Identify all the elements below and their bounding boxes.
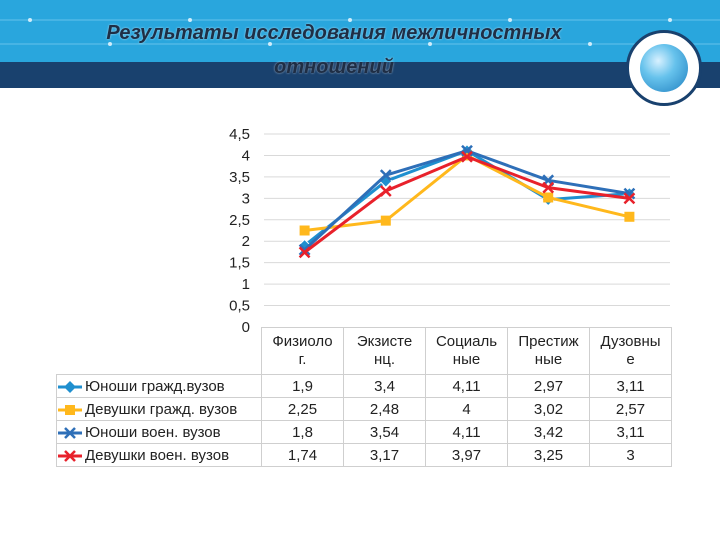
header-banner (0, 0, 720, 62)
data-value-cell: 1,74 (261, 443, 344, 467)
data-value-cell: 4,11 (425, 374, 508, 398)
slide-title: Результаты исследования межличностных от… (106, 22, 562, 78)
legend-key (58, 426, 82, 439)
data-point (624, 211, 635, 222)
table-row: Юноши воен. вузов 1,8 3,54 4,11 3,42 3,11 (56, 420, 672, 444)
data-value-cell: 3 (589, 443, 672, 467)
data-point (543, 192, 554, 203)
data-value-cell: 3,4 (343, 374, 426, 398)
data-value-cell: 2,25 (261, 397, 344, 421)
legend-entry: Девушки воен. вузов (56, 443, 262, 467)
data-value-cell: 4,11 (425, 420, 508, 444)
y-tick-label: 3,5 (229, 169, 250, 186)
y-tick-label: 2,5 (229, 212, 250, 229)
data-value-cell: 1,8 (261, 420, 344, 444)
data-value-cell: 3,11 (589, 420, 672, 444)
header-band (0, 62, 720, 88)
y-tick-label: 4,5 (229, 126, 250, 143)
y-tick-label: 0,5 (229, 298, 250, 315)
table-row: Юноши гражд.вузов 1,9 3,4 4,11 2,97 3,11 (56, 374, 672, 398)
data-value-cell: 4 (425, 397, 508, 421)
legend-entry: Юноши гражд.вузов (56, 374, 262, 398)
data-value-cell: 2,97 (507, 374, 590, 398)
y-tick-label: 1 (242, 276, 250, 293)
data-point (461, 150, 473, 163)
y-tick-label: 3 (242, 190, 250, 207)
category-label: Экзисте нц. (343, 327, 426, 375)
data-point (298, 243, 311, 256)
header-pattern (0, 18, 720, 46)
data-point (542, 181, 555, 194)
globe-icon (640, 44, 688, 92)
data-value-cell: 2,57 (589, 397, 672, 421)
chart-data-table: Физиоло г. Экзисте нц. Социаль ные Престиж ные Д… (56, 327, 672, 467)
data-point (379, 185, 392, 197)
data-point (299, 225, 310, 236)
data-value-cell: 3,97 (425, 443, 508, 467)
y-tick-label: 1,5 (229, 255, 250, 272)
data-value-cell: 3,11 (589, 374, 672, 398)
category-label: Дузовны е (589, 327, 672, 375)
data-value-cell: 2,48 (343, 397, 426, 421)
data-value-cell: 3,17 (343, 443, 426, 467)
data-value-cell: 3,02 (507, 397, 590, 421)
data-point (380, 215, 391, 226)
y-tick-label: 4 (242, 147, 250, 164)
category-label: Социаль ные (425, 327, 508, 375)
data-value-cell: 3,25 (507, 443, 590, 467)
series-line (303, 149, 630, 251)
table-header-row: Физиоло г. Экзисте нц. Социаль ные Престиж ные Д… (57, 327, 672, 375)
data-point (379, 169, 392, 182)
data-value-cell: 3,42 (507, 420, 590, 444)
y-tick-label: 2 (242, 233, 250, 250)
category-label: Престиж ные (507, 327, 590, 375)
data-value-cell: 3,54 (343, 420, 426, 444)
data-value-cell: 1,9 (261, 374, 344, 398)
table-corner (57, 328, 262, 375)
data-point (623, 192, 636, 205)
data-point (298, 246, 311, 259)
table-row: Девушки воен. вузов 1,74 3,17 3,97 3,25 3 (56, 443, 672, 467)
category-label: Физиоло г. (261, 327, 344, 375)
legend-key (58, 449, 82, 462)
table-row: Девушки гражд. вузов 2,25 2,48 4 3,02 2,57 (56, 397, 672, 421)
legend-entry: Юноши воен. вузов (56, 420, 262, 444)
y-tick-label: 0 (242, 319, 250, 336)
legend-key (58, 404, 82, 415)
globe-logo-ring (626, 30, 702, 106)
legend-entry: Девушки гражд. вузов (56, 397, 262, 421)
legend-key (58, 380, 82, 393)
